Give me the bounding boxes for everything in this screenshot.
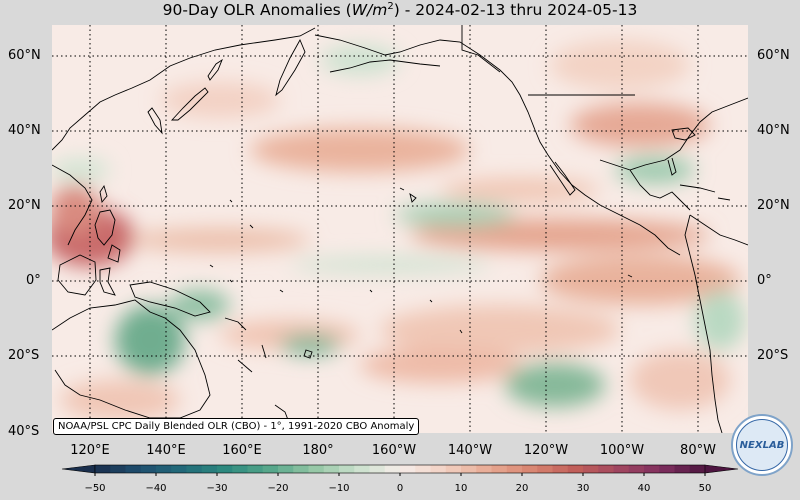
colorbar-min-arrow <box>61 464 96 474</box>
colorbar-segment <box>278 465 294 473</box>
colorbar-segment <box>613 465 630 473</box>
lat-label-right: 20°N <box>757 198 790 213</box>
lat-label-left: 20°S <box>8 348 40 363</box>
colorbar-segment <box>628 465 645 473</box>
lon-label: 100°W <box>599 443 645 458</box>
lat-label-right: 0° <box>757 273 772 288</box>
colorbar-segment <box>95 465 111 473</box>
colorbar-tick-label: −10 <box>328 483 350 494</box>
colorbar-tick-label: −30 <box>206 483 228 494</box>
colorbar-segment <box>461 465 477 473</box>
colorbar-segment <box>598 465 614 473</box>
colorbar-tick-label: 10 <box>454 483 468 494</box>
colorbar-tick-label: 40 <box>637 483 651 494</box>
colorbar-segment <box>384 465 401 473</box>
lon-label: 120°W <box>523 443 569 458</box>
colorbar-segment <box>644 465 660 473</box>
nexlab-logo-text: NEXLAB <box>736 419 788 471</box>
colorbar-segment <box>201 465 218 473</box>
colorbar-segment <box>171 465 187 473</box>
graticule <box>52 25 748 433</box>
colorbar-segment <box>232 465 248 473</box>
map-title: 90-Day OLR Anomalies (W/m2) - 2024-02-13… <box>162 1 638 20</box>
colorbar-segment <box>247 465 264 473</box>
colorbar-tick-label: −40 <box>145 483 167 494</box>
colorbar-segment <box>506 465 523 473</box>
nexlab-logo: NEXLAB <box>731 414 793 476</box>
lon-label: 120°E <box>70 443 110 458</box>
data-source-label: NOAA/PSL CPC Daily Blended OLR (CBO) - 1… <box>53 418 420 435</box>
colorbar-segment <box>308 465 325 473</box>
colorbar-segment <box>583 465 599 473</box>
colorbar-segment <box>323 465 340 473</box>
colorbar-segment <box>552 465 569 473</box>
lon-label: 160°W <box>371 443 417 458</box>
colorbar-segment <box>369 465 386 473</box>
colorbar-segment <box>415 465 431 473</box>
colorbar-segment <box>354 465 370 473</box>
colorbar-tick-label: −50 <box>84 483 106 494</box>
colorbar-segment <box>339 465 355 473</box>
lon-label: 160°E <box>222 443 262 458</box>
colorbar-tick-label: 0 <box>396 483 404 494</box>
lat-label-right: 20°S <box>757 348 789 363</box>
colorbar-tick-label: 30 <box>576 483 590 494</box>
colorbar-segment <box>430 465 447 473</box>
lon-label: 80°W <box>680 443 716 458</box>
colorbar-segment <box>674 465 691 473</box>
colorbar-segment <box>262 465 279 473</box>
colorbar-segment <box>110 465 126 473</box>
colorbar-tick-label: 20 <box>515 483 529 494</box>
lon-label: 180° <box>302 443 334 458</box>
colorbar-tick-label: 50 <box>698 483 712 494</box>
lon-label: 140°E <box>146 443 186 458</box>
lat-label-left: 40°N <box>8 123 41 138</box>
colorbar-segment <box>400 465 416 473</box>
colorbar-segment <box>659 465 675 473</box>
colorbar-segment <box>186 465 203 473</box>
colorbar-segment <box>293 465 309 473</box>
colorbar-tick-label: −20 <box>267 483 289 494</box>
colorbar-segment <box>445 465 462 473</box>
colorbar-segment <box>689 465 706 473</box>
lat-label-right: 40°N <box>757 123 790 138</box>
lat-label-left: 60°N <box>8 48 41 63</box>
lat-label-right: 60°N <box>757 48 790 63</box>
colorbar-segment <box>156 465 172 473</box>
colorbar-segment <box>476 465 492 473</box>
lat-label-left: 0° <box>26 273 41 288</box>
colorbar-segment <box>217 465 233 473</box>
colorbar-segment <box>537 465 553 473</box>
colorbar-segment <box>491 465 508 473</box>
colorbar-segment <box>567 465 584 473</box>
lon-label: 140°W <box>447 443 493 458</box>
anomaly-shading <box>52 40 745 420</box>
colorbar-segment <box>125 465 142 473</box>
colorbar-max-arrow <box>704 464 739 474</box>
colorbar-segment <box>140 465 157 473</box>
lat-label-left: 40°S <box>8 424 40 439</box>
colorbar-segment <box>522 465 538 473</box>
lat-label-left: 20°N <box>8 198 41 213</box>
